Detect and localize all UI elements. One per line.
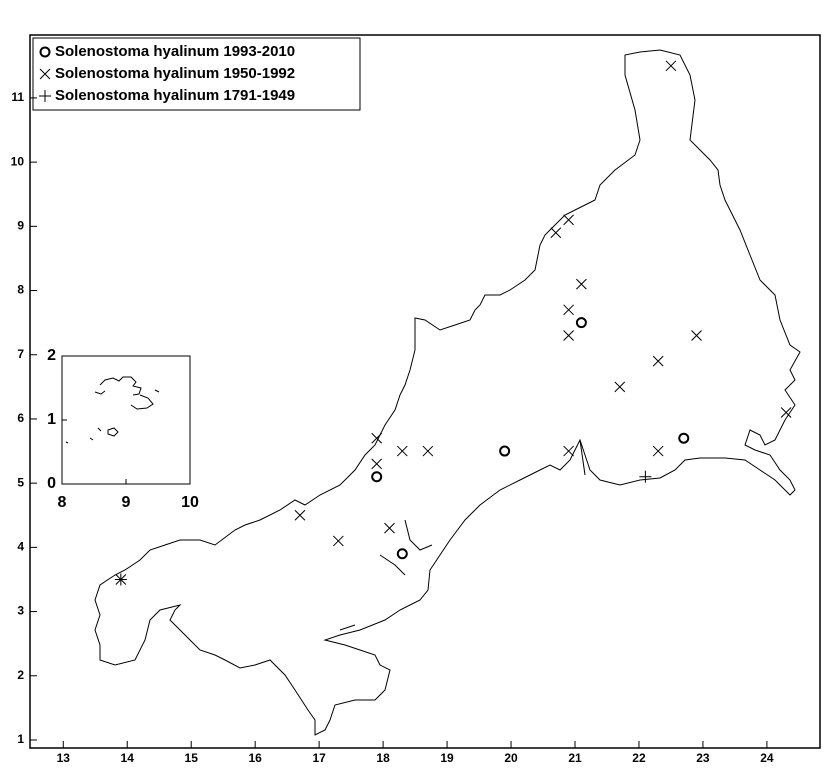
legend	[32, 37, 361, 111]
point	[665, 60, 677, 72]
x-tick-label: 24	[760, 751, 774, 765]
point	[563, 214, 574, 226]
x-tick-label: 19	[440, 751, 454, 765]
legend-marker	[39, 68, 51, 80]
x-tick-label: 16	[248, 751, 262, 765]
x-tick-label: 14	[121, 751, 135, 765]
y-tick-label: 8	[17, 283, 24, 297]
point	[114, 573, 127, 586]
inset-x-tick-label: 8	[58, 494, 67, 511]
point	[371, 432, 383, 444]
point	[550, 227, 562, 239]
inset-y-tick-label: 0	[47, 475, 56, 492]
point	[575, 317, 587, 329]
inset-y-tick-label: 1	[47, 411, 56, 428]
y-tick-label: 1	[17, 732, 24, 746]
y-tick-label: 10	[11, 154, 25, 168]
point	[294, 509, 306, 521]
x-tick-label: 13	[57, 751, 71, 765]
plot-frame	[29, 34, 821, 749]
x-tick-label: 15	[185, 751, 199, 765]
point	[422, 445, 434, 457]
x-tick-label: 18	[376, 751, 390, 765]
inset-x-tick-label: 10	[181, 494, 199, 511]
x-tick-label: 20	[504, 751, 518, 765]
x-tick-label: 23	[696, 751, 710, 765]
point	[396, 548, 408, 560]
legend-marker	[39, 90, 51, 102]
point	[614, 381, 626, 393]
y-tick-label: 4	[17, 540, 24, 554]
inset-islands	[65, 376, 160, 444]
y-tick-label: 7	[17, 347, 24, 361]
legend-label: Solenostoma hyalinum 1950-1992	[55, 65, 295, 82]
point	[499, 445, 511, 457]
point	[639, 470, 652, 483]
x-tick-label: 17	[312, 751, 326, 765]
point	[652, 445, 664, 457]
y-tick-label: 9	[17, 219, 24, 233]
point	[563, 304, 574, 316]
point	[371, 458, 383, 470]
y-tick-label: 11	[11, 90, 24, 104]
point	[371, 471, 383, 483]
point	[332, 535, 344, 547]
legend-marker	[39, 46, 51, 58]
point	[780, 407, 792, 418]
point	[396, 445, 408, 457]
legend-label: Solenostoma hyalinum 1791-1949	[55, 87, 295, 104]
point	[563, 445, 574, 457]
y-tick-label: 2	[17, 668, 24, 682]
legend-label: Solenostoma hyalinum 1993-2010	[55, 43, 295, 60]
y-tick-label: 5	[17, 475, 24, 489]
point	[652, 355, 664, 367]
y-tick-label: 6	[17, 411, 24, 425]
inset-frame	[61, 355, 191, 485]
x-tick-label: 21	[568, 751, 582, 765]
point	[563, 330, 574, 341]
inset-x-tick-label: 9	[122, 494, 131, 511]
point	[384, 522, 395, 534]
y-tick-label: 3	[17, 604, 24, 618]
point	[691, 330, 702, 341]
inset-y-tick-label: 2	[47, 347, 56, 364]
point	[576, 278, 587, 290]
coastline	[94, 49, 801, 736]
point	[678, 432, 690, 444]
x-tick-label: 22	[632, 751, 646, 765]
